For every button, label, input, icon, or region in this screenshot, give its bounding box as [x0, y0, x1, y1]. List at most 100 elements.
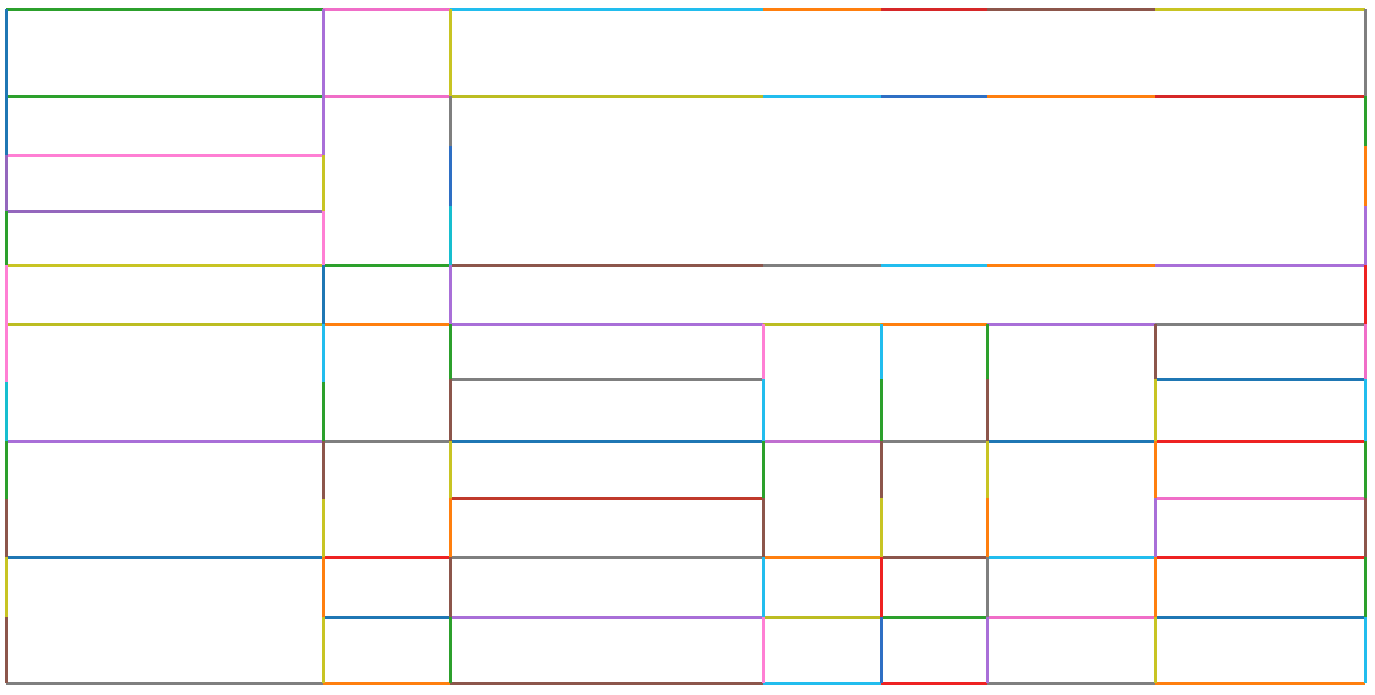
partition-cell [323, 557, 450, 617]
horizontal-rule-segment [1155, 378, 1365, 381]
vertical-rule-segment [1364, 9, 1367, 96]
vertical-rule-segment [762, 557, 765, 617]
partition-cell [323, 617, 450, 683]
partition-cell [1155, 441, 1365, 498]
horizontal-rule-segment [881, 440, 987, 443]
partition-cell [6, 96, 323, 155]
partition-cell [6, 9, 323, 96]
vertical-rule-segment [1364, 441, 1367, 498]
horizontal-rule-segment [323, 95, 450, 98]
horizontal-rule-segment [6, 264, 323, 267]
horizontal-rule-segment [323, 616, 450, 619]
vertical-rule-segment [1154, 557, 1157, 617]
vertical-rule-segment [5, 441, 8, 499]
horizontal-rule-segment [763, 323, 881, 326]
partition-cell [881, 441, 987, 557]
horizontal-rule-segment [450, 497, 763, 500]
horizontal-rule-segment [6, 95, 323, 98]
horizontal-rule-segment [763, 440, 881, 443]
partition-cell [323, 441, 450, 557]
vertical-rule-segment [5, 211, 8, 265]
vertical-rule-segment [5, 557, 8, 617]
vertical-rule-segment [449, 146, 452, 206]
vertical-rule-segment [762, 441, 765, 498]
horizontal-rule-segment [323, 440, 450, 443]
partition-cell [1155, 379, 1365, 441]
vertical-rule-segment [322, 265, 325, 324]
horizontal-rule-segment [987, 556, 1155, 559]
horizontal-rule-segment [1155, 8, 1365, 11]
partition-cell [6, 211, 323, 265]
vertical-rule-segment [5, 499, 8, 557]
vertical-rule-segment [1364, 265, 1367, 324]
vertical-rule-segment [5, 324, 8, 382]
vertical-rule-segment [5, 96, 8, 155]
horizontal-rule-segment [763, 8, 881, 11]
horizontal-rule-segment [763, 616, 881, 619]
vertical-rule-segment [1364, 617, 1367, 683]
horizontal-rule-segment [323, 682, 450, 685]
horizontal-rule-segment [6, 8, 323, 11]
partition-cell [450, 96, 1365, 265]
horizontal-rule-segment [763, 556, 881, 559]
partition-cell [1155, 557, 1365, 617]
vertical-rule-segment [322, 557, 325, 617]
vertical-rule-segment [322, 155, 325, 211]
partition-cell [6, 155, 323, 211]
horizontal-rule-segment [881, 323, 987, 326]
partition-cell [450, 441, 763, 498]
horizontal-rule-segment [763, 682, 881, 685]
horizontal-rule-segment [450, 323, 763, 326]
vertical-rule-segment [986, 617, 989, 683]
partition-cell [763, 557, 881, 617]
vertical-rule-segment [1154, 441, 1157, 498]
horizontal-rule-segment [1155, 682, 1365, 685]
partition-cell [323, 265, 450, 324]
vertical-rule-segment [1364, 96, 1367, 146]
vertical-rule-segment [1154, 498, 1157, 557]
vertical-rule-segment [762, 379, 765, 441]
partition-cell [450, 324, 763, 379]
horizontal-rule-segment [450, 95, 763, 98]
partition-cell [323, 324, 450, 441]
horizontal-rule-segment [1155, 95, 1365, 98]
vertical-rule-segment [986, 498, 989, 557]
vertical-rule-segment [880, 557, 883, 617]
horizontal-rule-segment [450, 682, 763, 685]
vertical-rule-segment [322, 382, 325, 441]
vertical-rule-segment [1154, 617, 1157, 683]
vertical-rule-segment [1154, 324, 1157, 379]
partition-cell [6, 324, 323, 441]
horizontal-rule-segment [881, 95, 987, 98]
vertical-rule-segment [1364, 206, 1367, 265]
horizontal-rule-segment [323, 556, 450, 559]
horizontal-rule-segment [6, 210, 323, 213]
vertical-rule-segment [1364, 324, 1367, 379]
horizontal-rule-segment [450, 616, 763, 619]
horizontal-rule-segment [763, 95, 881, 98]
vertical-rule-segment [986, 557, 989, 617]
partition-cell [323, 9, 450, 96]
horizontal-rule-segment [881, 264, 987, 267]
partition-cell [323, 96, 450, 265]
vertical-rule-segment [449, 617, 452, 683]
partition-cell [450, 617, 763, 683]
vertical-rule-segment [449, 498, 452, 557]
partition-cell [763, 324, 881, 441]
partition-cell [987, 557, 1155, 617]
vertical-rule-segment [880, 441, 883, 498]
vertical-rule-segment [1364, 146, 1367, 206]
vertical-rule-segment [322, 499, 325, 557]
horizontal-rule-segment [450, 378, 763, 381]
vertical-rule-segment [449, 265, 452, 324]
horizontal-rule-segment [987, 440, 1155, 443]
partition-cell [450, 265, 1365, 324]
vertical-rule-segment [322, 96, 325, 155]
horizontal-rule-segment [987, 8, 1155, 11]
vertical-rule-segment [322, 441, 325, 499]
vertical-rule-segment [449, 379, 452, 441]
vertical-rule-segment [322, 324, 325, 382]
partition-cell [987, 324, 1155, 441]
horizontal-rule-segment [881, 556, 987, 559]
